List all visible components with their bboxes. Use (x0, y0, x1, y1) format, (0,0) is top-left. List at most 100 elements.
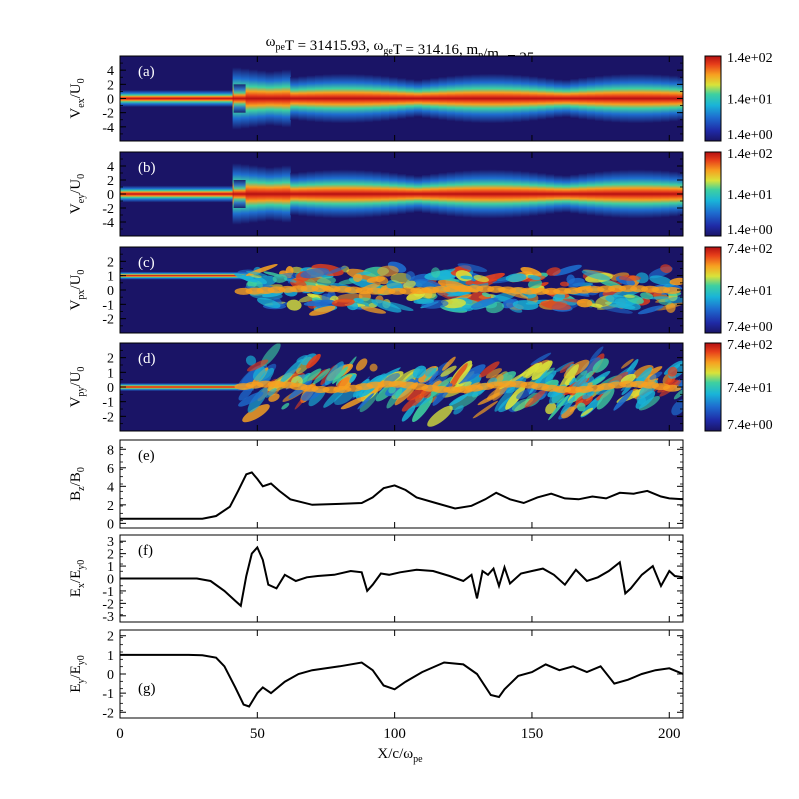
phase-space-blob (238, 391, 264, 407)
phase-space-segment (504, 74, 514, 123)
phase-space-segment (298, 171, 308, 217)
phase-space-blob (576, 298, 593, 308)
phase-space-blob (516, 388, 534, 400)
phase-space-blob (596, 387, 615, 410)
phase-space-blob (494, 386, 515, 412)
phase-space-blob (479, 361, 500, 378)
x-tick-label: 150 (521, 726, 544, 742)
phase-space-segment (570, 78, 580, 119)
phase-space-blob (569, 372, 590, 391)
phase-space-segment (652, 170, 662, 218)
y-tick-label: 4 (107, 480, 114, 495)
phase-space-blob (472, 400, 499, 419)
phase-space-segment (290, 76, 300, 121)
colorbar (704, 246, 722, 334)
phase-space-segment (520, 75, 530, 122)
phase-space-blob (412, 396, 433, 423)
phase-space-segment (446, 75, 456, 122)
phase-space-blob (667, 366, 678, 377)
phase-space-segment (578, 173, 588, 215)
y-tick-label: 3 (107, 535, 114, 550)
phase-space-core (120, 185, 244, 203)
x-axis: 0 50 100 150 200 X/c/ωpe (116, 726, 680, 765)
phase-space-blob (669, 277, 683, 286)
colorbar-tick-label: 7.4e+02 (727, 242, 773, 257)
ion-beam (120, 271, 254, 280)
phase-space-blob (635, 272, 649, 284)
colorbar-tick-label: 7.4e+00 (727, 320, 773, 335)
phase-space-blob (280, 358, 304, 383)
phase-space-blob (388, 386, 396, 394)
phase-space-segment (323, 74, 332, 123)
phase-space-blob (300, 267, 330, 279)
phase-space-blob (306, 353, 321, 369)
phase-space-segment (314, 74, 324, 123)
phase-space-blob (575, 370, 588, 382)
panel-label: (b) (138, 160, 156, 176)
phase-space-blob (585, 370, 594, 379)
phase-space-blob (413, 298, 435, 305)
phase-space-blob (527, 274, 541, 281)
phase-space-blob (456, 364, 473, 385)
phase-space-segment (586, 76, 596, 121)
panel-frame (119, 534, 684, 623)
phase-space-segment (661, 170, 670, 218)
phase-space-blob (331, 298, 355, 307)
phase-space-blob (447, 363, 468, 391)
phase-space-blob (552, 264, 582, 276)
phase-space-segment (603, 74, 613, 123)
phase-space-segment (512, 170, 522, 218)
panel-label: (a) (138, 64, 155, 80)
phase-space-blob (635, 390, 656, 409)
phase-space-blob (546, 267, 561, 276)
y-tick-label: 0 (107, 668, 114, 683)
phase-space-blob (366, 276, 386, 284)
y-tick-label: -4 (102, 121, 114, 136)
y-tick-label: -1 (102, 298, 114, 313)
phase-space-segment (570, 174, 580, 214)
phase-space-blob (601, 306, 633, 314)
phase-space-blob (316, 276, 336, 286)
phase-space-segment (669, 171, 679, 217)
phase-space-segment (380, 171, 390, 217)
phase-space-blob (592, 358, 609, 373)
phase-space-blob (473, 274, 489, 283)
colorbar-tick-label: 1.4e+01 (727, 93, 773, 108)
phase-space-blob (524, 389, 547, 408)
phase-space-blob (485, 368, 503, 379)
phase-space-core (663, 384, 682, 392)
phase-space-blob (649, 296, 669, 300)
colorbar-tick-label: 7.4e+01 (727, 381, 773, 396)
phase-space-segment (628, 73, 637, 124)
phase-space-segment (545, 78, 555, 119)
phase-space-segment (644, 169, 654, 219)
y-axis-label: Ex/Ey0 (68, 560, 87, 598)
phase-space-blob (431, 267, 441, 278)
phase-space-segment (446, 171, 456, 217)
phase-space-segment (422, 174, 431, 214)
phase-space-segment (282, 165, 291, 223)
colorbar-tick-label: 1.4e+00 (727, 128, 773, 143)
phase-space-blob (442, 356, 456, 371)
phase-space-segment (397, 77, 407, 120)
phase-space-segment (553, 174, 563, 214)
phase-space-segment (249, 165, 258, 223)
phase-space-blob (511, 398, 530, 412)
y-tick-label: 0 (107, 381, 114, 396)
y-tick-label: 2 (107, 352, 114, 367)
phase-space-segment (273, 166, 283, 222)
y-axis-label: Ey/Ey0 (68, 655, 87, 693)
phase-space-segment (413, 80, 423, 117)
phase-space-blob (334, 390, 355, 405)
phase-space-segment (537, 172, 547, 216)
phase-space-blob (605, 294, 628, 304)
y-axis-label: Vpx/U0 (68, 270, 87, 311)
phase-space-segment (389, 172, 398, 216)
phase-space-blob (349, 374, 357, 383)
y-tick-label: -1 (102, 687, 114, 702)
phase-space-segment (652, 74, 662, 123)
y-tick-label: -3 (102, 610, 114, 625)
phase-space-segment (405, 174, 415, 214)
